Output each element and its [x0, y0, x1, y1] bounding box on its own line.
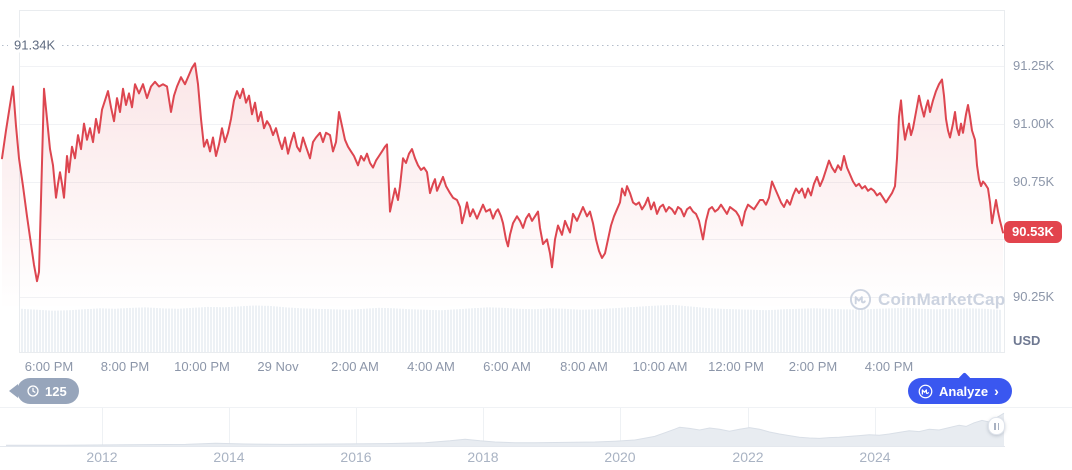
x-axis-tick: 8:00 PM	[100, 359, 150, 374]
analyze-button[interactable]: Analyze ›	[908, 378, 1012, 404]
y-axis-tick: 91.25K	[1013, 58, 1055, 73]
x-axis-tick: 29 Nov	[257, 359, 299, 374]
x-axis-tick: 2:00 PM	[788, 359, 838, 374]
minimap-year-label: 2014	[213, 449, 245, 465]
current-price-badge: 90.53K	[1004, 221, 1062, 243]
watermark-text: CoinMarketCap	[878, 289, 1006, 309]
minimap-year-label: 2024	[859, 449, 891, 465]
x-axis-tick: 10:00 AM	[632, 359, 688, 374]
minimap-year-label: 2018	[467, 449, 499, 465]
clock-icon	[27, 385, 39, 397]
y-axis-tick: 91.00K	[1013, 116, 1055, 131]
minimap-year-label: 2016	[340, 449, 372, 465]
x-axis-tick: 12:00 PM	[708, 359, 764, 374]
x-axis-tick: 6:00 PM	[24, 359, 74, 374]
x-axis-tick: 4:00 AM	[407, 359, 455, 374]
x-axis-tick: 4:00 PM	[864, 359, 914, 374]
x-axis-tick: 2:00 AM	[331, 359, 379, 374]
coinmarketcap-logo-icon	[849, 288, 872, 311]
minimap-year-label: 2020	[604, 449, 636, 465]
y-axis-tick: 90.25K	[1013, 289, 1055, 304]
history-count-badge[interactable]: 125	[17, 378, 79, 404]
currency-unit-label: USD	[1013, 333, 1041, 348]
y-axis-tick: 90.75K	[1013, 174, 1055, 189]
x-axis-tick: 6:00 AM	[483, 359, 531, 374]
minimap-year-label: 2022	[732, 449, 764, 465]
chevron-right-icon: ›	[994, 383, 999, 399]
high-price-label: 91.34K	[12, 37, 60, 53]
range-slider-handle[interactable]	[988, 417, 1005, 435]
history-count: 125	[45, 383, 67, 399]
watermark: CoinMarketCap	[849, 288, 1005, 311]
minimap-year-label: 2012	[86, 449, 118, 465]
coinmarketcap-logo-icon	[918, 384, 933, 398]
x-axis-tick: 10:00 PM	[174, 359, 230, 374]
x-axis-tick: 8:00 AM	[560, 359, 608, 374]
analyze-label: Analyze	[939, 383, 989, 399]
